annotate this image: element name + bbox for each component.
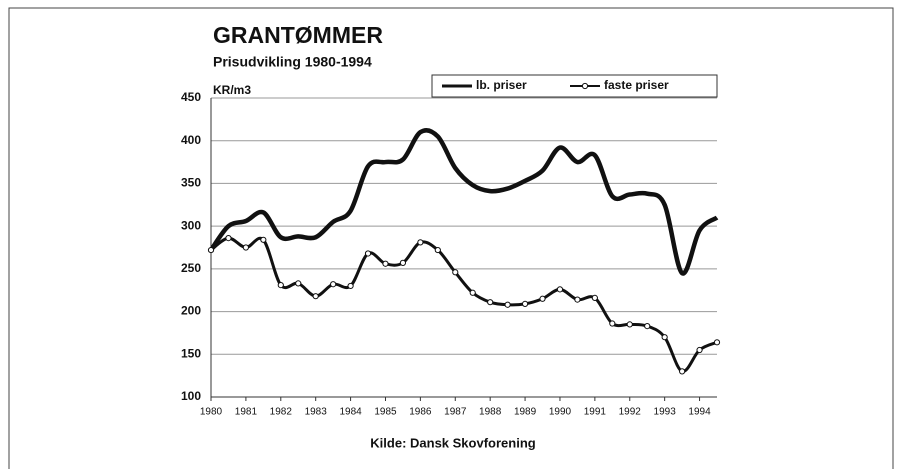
marker [434, 246, 441, 254]
y-tick-label: 300 [181, 218, 201, 232]
x-tick-label: 1989 [514, 407, 537, 418]
x-tick-label: 1988 [479, 407, 502, 418]
y-tick-label: 450 [181, 90, 201, 104]
marker [626, 321, 633, 328]
marker [347, 282, 354, 290]
y-tick-label: 250 [181, 261, 201, 275]
y-axis-label: KR/m3 [213, 83, 251, 97]
x-tick-label: 1980 [200, 407, 223, 418]
x-tick-label: 1991 [584, 407, 607, 418]
x-tick-label: 1981 [235, 407, 258, 418]
x-tick-label: 1982 [270, 407, 293, 418]
marker [260, 236, 267, 243]
marker [469, 289, 476, 296]
marker [312, 293, 319, 300]
legend-marker [581, 82, 589, 90]
marker [539, 295, 546, 302]
marker [295, 280, 302, 287]
marker [696, 346, 703, 354]
marker [364, 250, 372, 257]
marker [452, 269, 459, 276]
marker [382, 260, 389, 267]
marker [504, 301, 511, 308]
x-tick-label: 1985 [374, 407, 397, 418]
legend-label: lb. priser [476, 78, 527, 92]
x-tick-label: 1994 [688, 407, 711, 418]
y-tick-label: 400 [181, 133, 201, 147]
marker [521, 300, 529, 307]
x-tick-label: 1987 [444, 407, 467, 418]
legend-label: faste priser [604, 78, 669, 92]
marker [574, 296, 581, 303]
marker [399, 259, 407, 266]
marker [242, 244, 249, 251]
marker [487, 299, 494, 306]
x-tick-label: 1986 [409, 407, 432, 418]
y-tick-label: 350 [181, 176, 201, 190]
x-tick-label: 1992 [619, 407, 642, 418]
y-tick-label: 100 [181, 389, 201, 403]
marker [330, 281, 337, 288]
x-tick-label: 1990 [549, 407, 572, 418]
marker [609, 320, 616, 327]
frame [8, 7, 894, 469]
chart-subtitle: Prisudvikling 1980-1994 [213, 54, 372, 70]
marker [661, 334, 668, 341]
marker [713, 339, 721, 346]
marker [644, 322, 651, 330]
x-tick-label: 1993 [654, 407, 677, 418]
x-tick-label: 1984 [339, 407, 362, 418]
x-tick-label: 1983 [305, 407, 328, 418]
line [210, 236, 718, 373]
source: Kilde: Dansk Skovforening [370, 435, 535, 450]
marker [591, 294, 598, 302]
y-tick-label: 150 [181, 346, 201, 360]
marker [679, 368, 686, 375]
chart-title: GRANTØMMER [213, 22, 383, 48]
marker [207, 246, 215, 254]
line [209, 128, 719, 276]
marker [277, 281, 284, 289]
marker [225, 235, 232, 242]
marker [556, 286, 564, 293]
marker [417, 239, 424, 246]
y-tick-label: 200 [181, 304, 201, 318]
